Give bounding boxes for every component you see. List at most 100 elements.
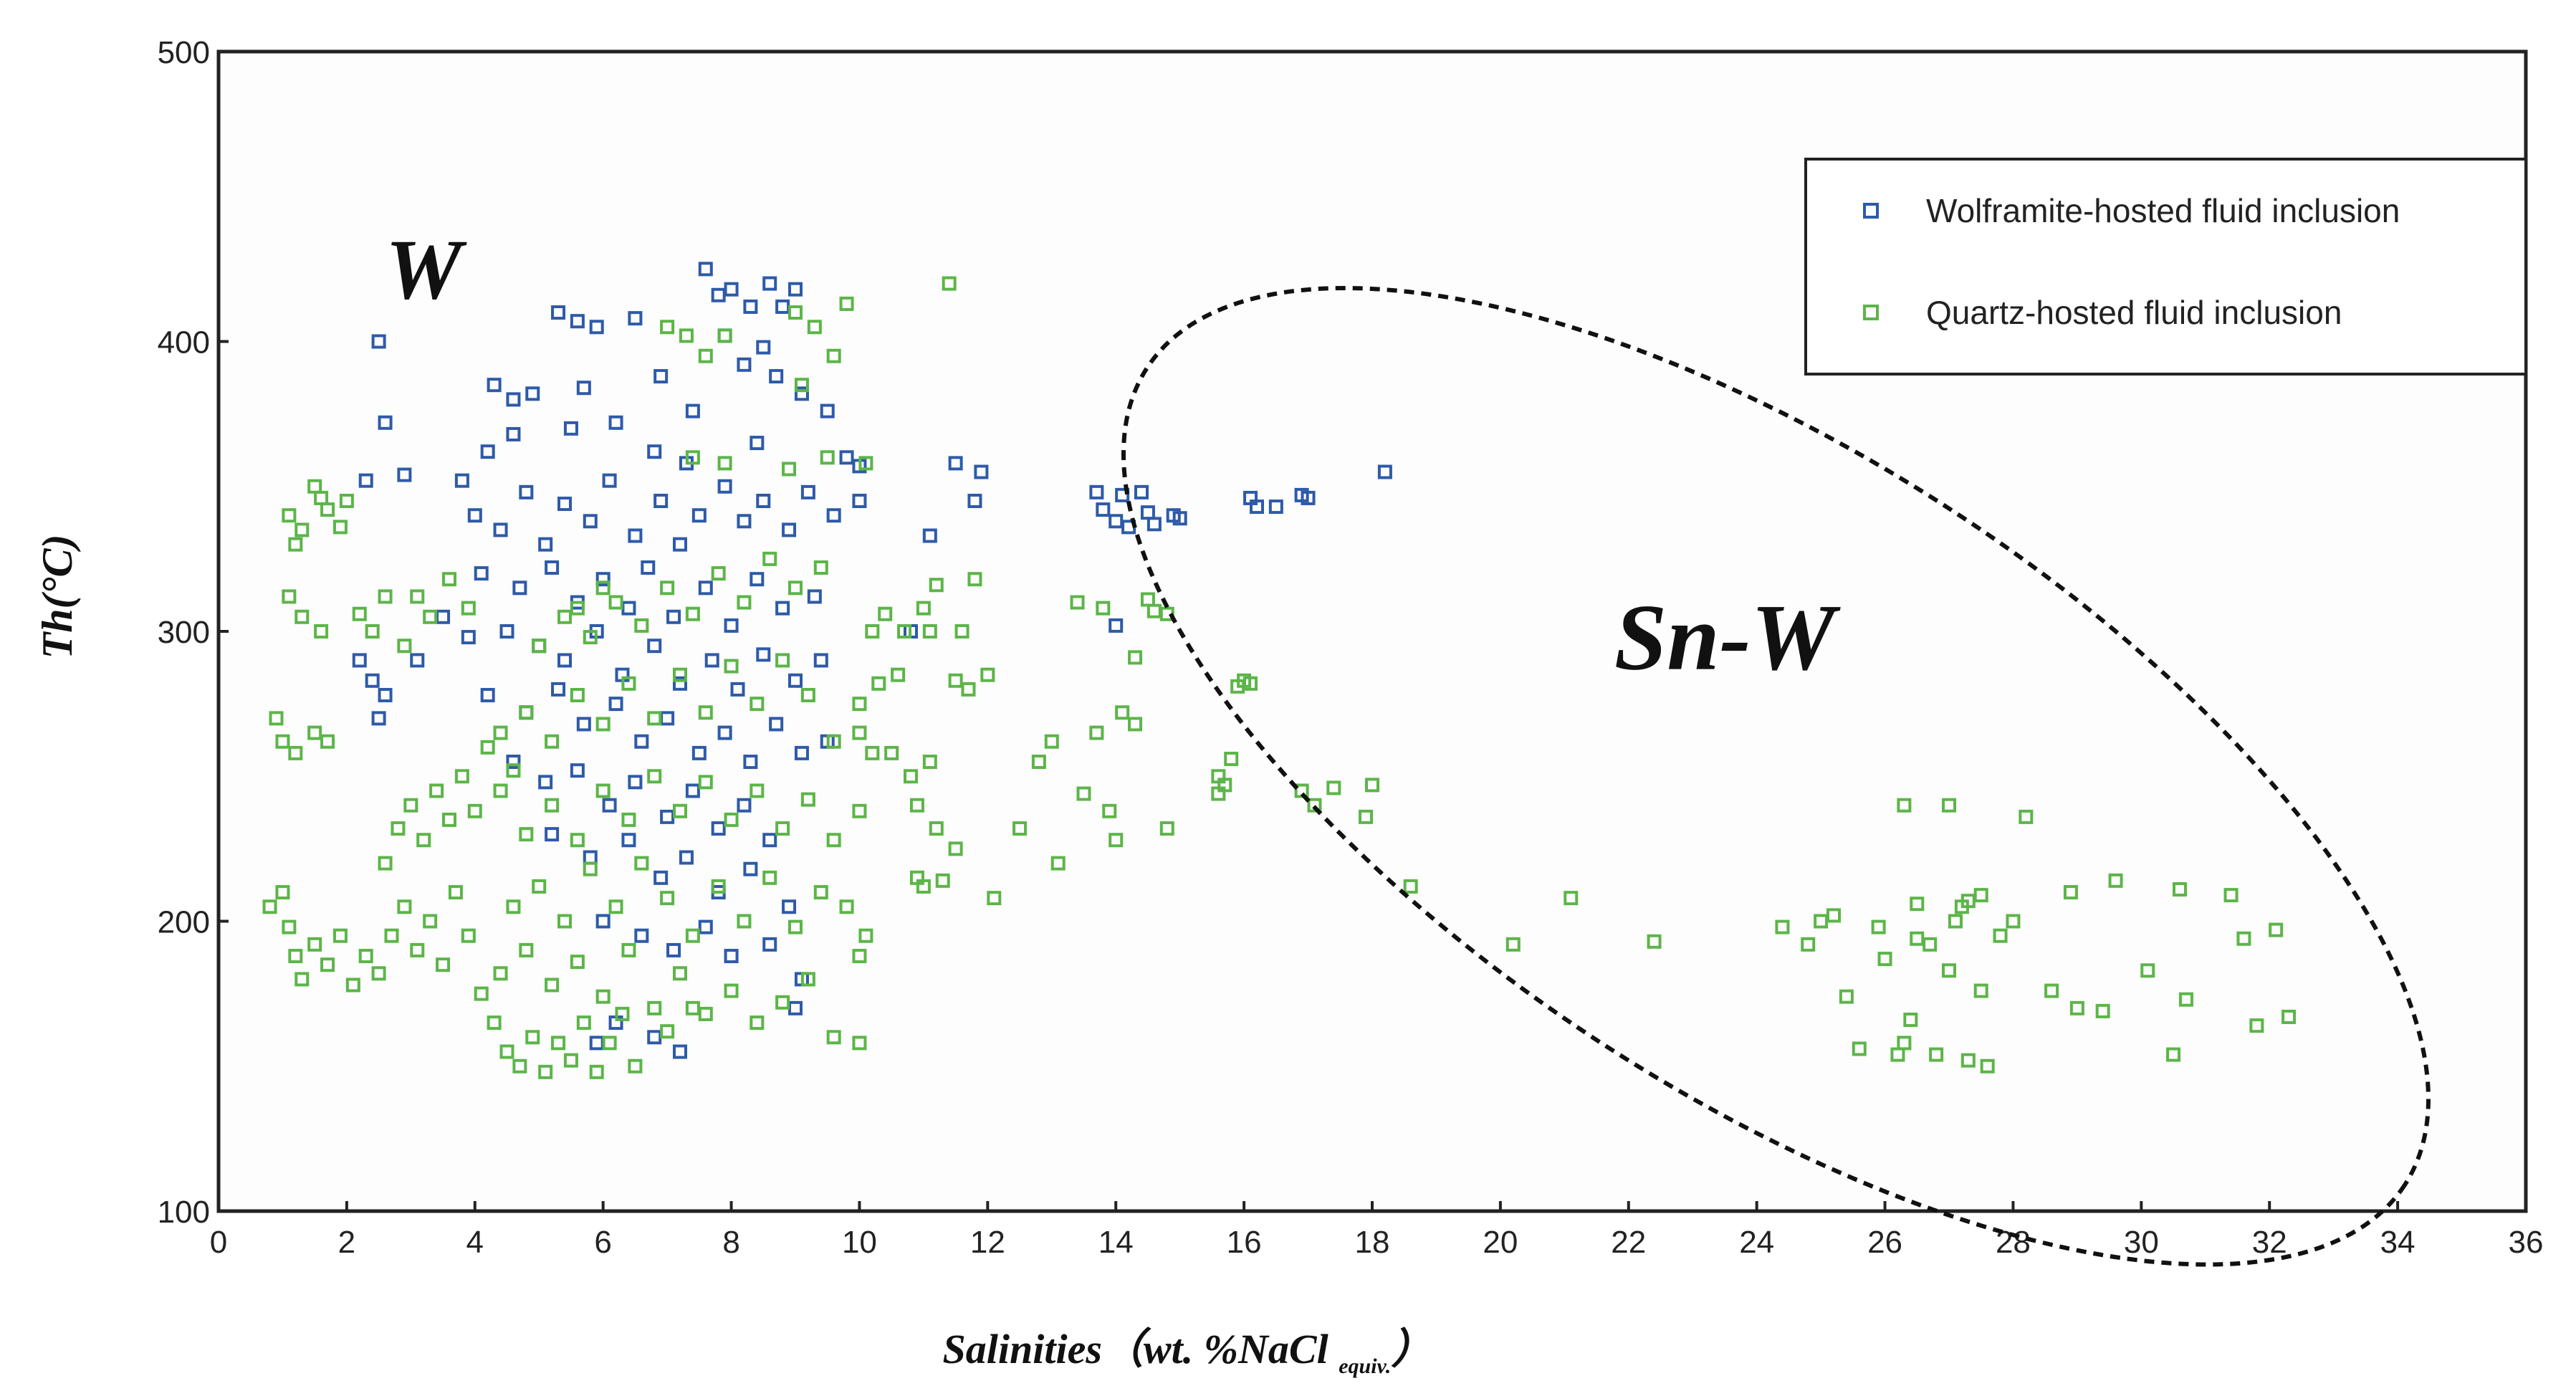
data-point bbox=[691, 508, 707, 523]
data-point bbox=[711, 821, 726, 836]
data-point bbox=[987, 891, 1002, 906]
data-point bbox=[743, 755, 758, 770]
data-point bbox=[282, 508, 297, 523]
data-point bbox=[750, 436, 765, 451]
data-point bbox=[570, 601, 585, 616]
data-point bbox=[608, 595, 623, 610]
data-point bbox=[1980, 1058, 1995, 1074]
data-point bbox=[685, 450, 700, 465]
data-point bbox=[750, 1015, 765, 1031]
data-point bbox=[948, 841, 963, 856]
data-point bbox=[423, 914, 438, 929]
data-point bbox=[371, 966, 386, 981]
data-point bbox=[653, 870, 669, 885]
data-point bbox=[2006, 914, 2021, 929]
data-point bbox=[679, 850, 694, 865]
data-point bbox=[1128, 717, 1143, 732]
data-point bbox=[679, 328, 694, 343]
data-point bbox=[1012, 821, 1028, 836]
data-point bbox=[1044, 734, 1059, 749]
data-point bbox=[769, 717, 784, 732]
data-point bbox=[660, 320, 675, 335]
data-point bbox=[628, 528, 643, 543]
data-point bbox=[922, 755, 937, 770]
data-point bbox=[442, 812, 456, 827]
data-point bbox=[794, 745, 809, 760]
data-point bbox=[762, 833, 777, 848]
data-point bbox=[1359, 809, 1374, 824]
data-point bbox=[2044, 983, 2059, 998]
data-point bbox=[493, 783, 508, 798]
data-point bbox=[467, 508, 482, 523]
data-point bbox=[352, 606, 367, 621]
data-point bbox=[282, 919, 297, 934]
x-tick-label: 34 bbox=[2380, 1225, 2415, 1260]
data-point bbox=[800, 972, 815, 987]
data-point bbox=[602, 798, 617, 813]
data-point bbox=[2236, 931, 2251, 946]
legend-box bbox=[1804, 158, 2527, 376]
data-point bbox=[673, 803, 687, 818]
data-point bbox=[461, 601, 476, 616]
data-point bbox=[737, 357, 752, 372]
data-point bbox=[756, 493, 771, 508]
data-point bbox=[1871, 919, 1886, 934]
data-point bbox=[800, 687, 815, 702]
data-point bbox=[929, 821, 944, 836]
data-point bbox=[1031, 755, 1046, 770]
quartz-series bbox=[262, 276, 2297, 1079]
data-point bbox=[685, 928, 700, 943]
data-point bbox=[1243, 676, 1258, 691]
data-point bbox=[1973, 888, 1988, 903]
data-point bbox=[595, 989, 611, 1004]
data-point bbox=[557, 653, 572, 668]
data-point bbox=[852, 697, 867, 712]
data-point bbox=[762, 276, 777, 291]
data-point bbox=[730, 682, 745, 697]
data-point bbox=[961, 682, 976, 697]
data-point bbox=[1096, 601, 1111, 616]
data-point bbox=[480, 687, 495, 702]
data-point bbox=[410, 589, 425, 604]
data-point bbox=[487, 1015, 502, 1031]
data-point bbox=[576, 381, 591, 396]
data-point bbox=[653, 493, 669, 508]
data-point bbox=[410, 653, 425, 668]
data-point bbox=[634, 928, 649, 943]
data-point bbox=[698, 705, 713, 720]
data-point bbox=[570, 314, 585, 329]
data-point bbox=[576, 1015, 591, 1031]
data-point bbox=[320, 957, 335, 972]
data-point bbox=[1365, 778, 1379, 793]
data-point bbox=[275, 885, 290, 900]
data-point bbox=[1948, 914, 1963, 929]
data-point bbox=[512, 580, 527, 596]
data-point bbox=[570, 763, 585, 778]
data-point bbox=[332, 928, 348, 943]
data-point bbox=[724, 812, 739, 827]
data-point bbox=[980, 667, 995, 682]
x-tick-label: 4 bbox=[466, 1225, 484, 1260]
data-point bbox=[698, 262, 713, 277]
legend-label-quartz: Quartz-hosted fluid inclusion bbox=[1926, 294, 2342, 331]
data-point bbox=[878, 606, 893, 621]
data-point bbox=[1159, 821, 1174, 836]
data-point bbox=[1993, 928, 2008, 943]
data-point bbox=[621, 812, 636, 827]
data-point bbox=[570, 687, 585, 702]
data-point bbox=[839, 450, 854, 465]
data-point bbox=[942, 276, 957, 291]
data-point bbox=[506, 899, 521, 914]
data-point bbox=[519, 827, 534, 842]
data-point bbox=[545, 560, 560, 575]
data-point bbox=[685, 1000, 700, 1015]
sn-w-region-ellipse bbox=[1121, 285, 2431, 1267]
data-point bbox=[602, 1036, 617, 1051]
x-tick-label: 18 bbox=[1355, 1225, 1390, 1260]
data-point bbox=[557, 609, 572, 624]
data-point bbox=[570, 833, 585, 848]
x-tick-label: 20 bbox=[1483, 1225, 1518, 1260]
data-point bbox=[1505, 937, 1521, 952]
data-point bbox=[782, 899, 797, 914]
